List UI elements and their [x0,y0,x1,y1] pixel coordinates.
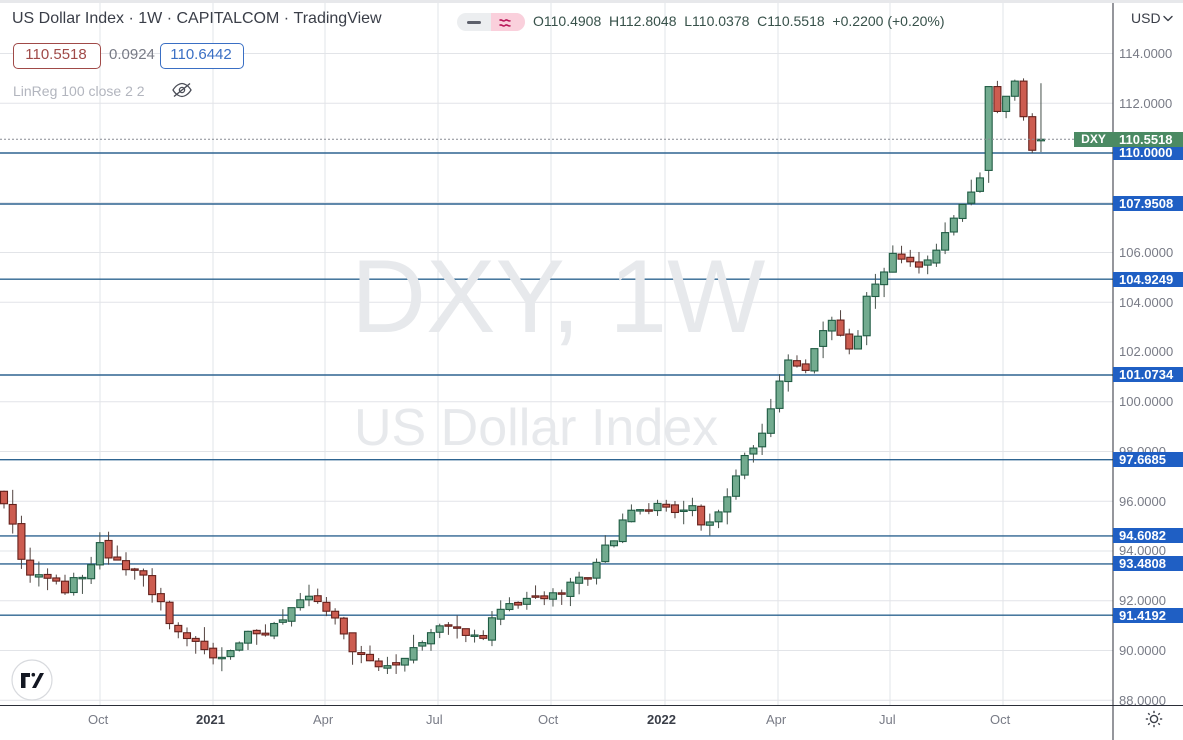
svg-text:DXY, 1W: DXY, 1W [351,239,765,355]
svg-text:US Dollar Index: US Dollar Index [354,399,718,457]
